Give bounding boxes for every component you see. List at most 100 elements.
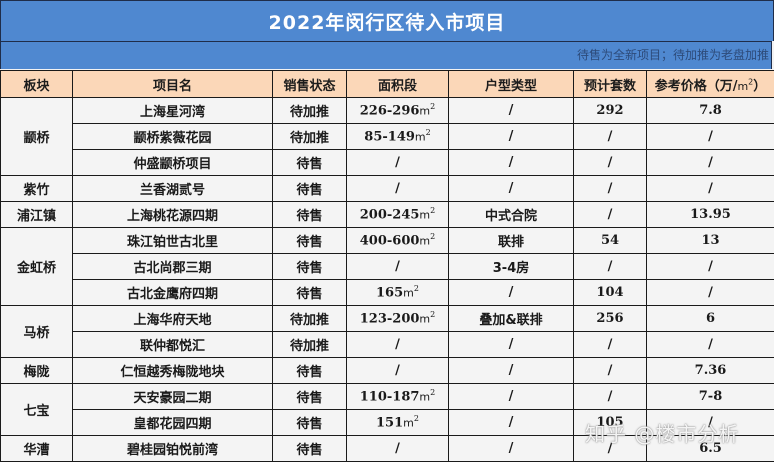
cell-unit-type: /: [449, 124, 574, 150]
area-unit-sup: 2: [430, 310, 435, 319]
cell-sales-status: 待售: [273, 436, 347, 462]
area-value: 151: [376, 416, 403, 431]
cell-area-range: 110-187m2: [347, 384, 449, 410]
cell-expected-units: /: [574, 124, 647, 150]
cell-reference-price: /: [647, 410, 774, 436]
area-unit-sup: 2: [430, 102, 435, 111]
cell-area-range: 123-200m2: [347, 306, 449, 332]
area-value: 110-187: [360, 390, 420, 405]
cell-project-name: 碧桂园铂悦前湾: [73, 436, 273, 462]
area-unit-sup: 2: [414, 414, 419, 423]
area-unit-sup: 2: [414, 284, 419, 293]
table-row: 古北金鹰府四期待售 165m2 /104/: [1, 280, 774, 306]
cell-expected-units: 54: [574, 228, 647, 254]
cell-sales-status: 待加推: [273, 332, 347, 358]
cell-expected-units: /: [574, 254, 647, 280]
cell-expected-units: /: [574, 384, 647, 410]
cell-sales-status: 待售: [273, 358, 347, 384]
table-row: 仲盛颛桥项目待售////: [1, 150, 774, 176]
area-value: 165: [376, 286, 403, 301]
table-row: 梅陇仁恒越秀梅陇地块待售///7.36: [1, 358, 774, 384]
area-unit: m: [419, 105, 430, 118]
col-header-expected-units: 预计套数: [574, 71, 647, 98]
cell-reference-price: 13.95: [647, 202, 774, 228]
cell-unit-type: 叠加&联排: [449, 306, 574, 332]
cell-reference-price: 7.8: [647, 98, 774, 124]
col-header-area-range: 面积段: [347, 71, 449, 98]
cell-expected-units: 105: [574, 410, 647, 436]
cell-reference-price: 13: [647, 228, 774, 254]
area-value: /: [395, 155, 400, 170]
area-unit: m: [419, 209, 430, 222]
cell-unit-type: /: [449, 384, 574, 410]
cell-project-name: 仁恒越秀梅陇地块: [73, 358, 273, 384]
cell-expected-units: 104: [574, 280, 647, 306]
cell-expected-units: /: [574, 436, 647, 462]
cell-expected-units: /: [574, 150, 647, 176]
cell-area-range: /: [347, 150, 449, 176]
cell-sales-status: 待售: [273, 410, 347, 436]
cell-unit-type: /: [449, 150, 574, 176]
area-unit: m: [403, 287, 414, 300]
cell-expected-units: /: [574, 176, 647, 202]
cell-project-name: 古北尚郡三期: [73, 254, 273, 280]
cell-district: 浦江镇: [1, 202, 73, 228]
cell-expected-units: /: [574, 202, 647, 228]
cell-reference-price: 6.5: [647, 436, 774, 462]
cell-sales-status: 待加推: [273, 124, 347, 150]
cell-reference-price: /: [647, 332, 774, 358]
cell-reference-price: 6: [647, 306, 774, 332]
cell-sales-status: 待售: [273, 176, 347, 202]
area-unit-sup: 2: [430, 232, 435, 241]
cell-area-range: /: [347, 358, 449, 384]
cell-reference-price: 7-8: [647, 384, 774, 410]
cell-expected-units: /: [574, 332, 647, 358]
cell-project-name: 珠江铂世古北里: [73, 228, 273, 254]
cell-reference-price: 7.36: [647, 358, 774, 384]
table-title: 2022年闵行区待入市项目: [0, 0, 774, 41]
cell-reference-price: /: [647, 254, 774, 280]
cell-unit-type: /: [449, 332, 574, 358]
cell-reference-price: /: [647, 124, 774, 150]
area-value: 226-296: [360, 104, 420, 119]
cell-area-range: /: [347, 254, 449, 280]
table-row: 古北尚郡三期待售/3-4房//: [1, 254, 774, 280]
area-unit-sup: 2: [430, 206, 435, 215]
col-header-project-name: 项目名: [73, 71, 273, 98]
cell-project-name: 古北金鹰府四期: [73, 280, 273, 306]
cell-area-range: 151m2: [347, 410, 449, 436]
cell-reference-price: /: [647, 280, 774, 306]
cell-area-range: 85-149m2: [347, 124, 449, 150]
cell-reference-price: /: [647, 176, 774, 202]
area-value: 200-245: [360, 208, 420, 223]
cell-district: 金虹桥: [1, 228, 73, 306]
cell-project-name: 仲盛颛桥项目: [73, 150, 273, 176]
cell-area-range: /: [347, 332, 449, 358]
projects-table: 板块 项目名 销售状态 面积段 户型类型 预计套数 参考价格（万/m2） 颛桥上…: [0, 70, 774, 462]
cell-unit-type: /: [449, 176, 574, 202]
cell-project-name: 天安豪园二期: [73, 384, 273, 410]
cell-area-range: 200-245m2: [347, 202, 449, 228]
cell-sales-status: 待售: [273, 280, 347, 306]
header-row: 板块 项目名 销售状态 面积段 户型类型 预计套数 参考价格（万/m2）: [1, 71, 774, 98]
cell-project-name: 皇都花园四期: [73, 410, 273, 436]
cell-project-name: 上海桃花源四期: [73, 202, 273, 228]
area-value: 400-600: [360, 234, 420, 249]
cell-area-range: 400-600m2: [347, 228, 449, 254]
area-value: /: [395, 337, 400, 352]
cell-sales-status: 待售: [273, 228, 347, 254]
cell-expected-units: /: [574, 358, 647, 384]
cell-district: 颛桥: [1, 98, 73, 176]
area-unit: m: [419, 391, 430, 404]
area-value: /: [395, 259, 400, 274]
area-unit-sup: 2: [426, 128, 431, 137]
area-value: /: [395, 441, 400, 456]
cell-unit-type: /: [449, 280, 574, 306]
area-unit: m: [419, 313, 430, 326]
